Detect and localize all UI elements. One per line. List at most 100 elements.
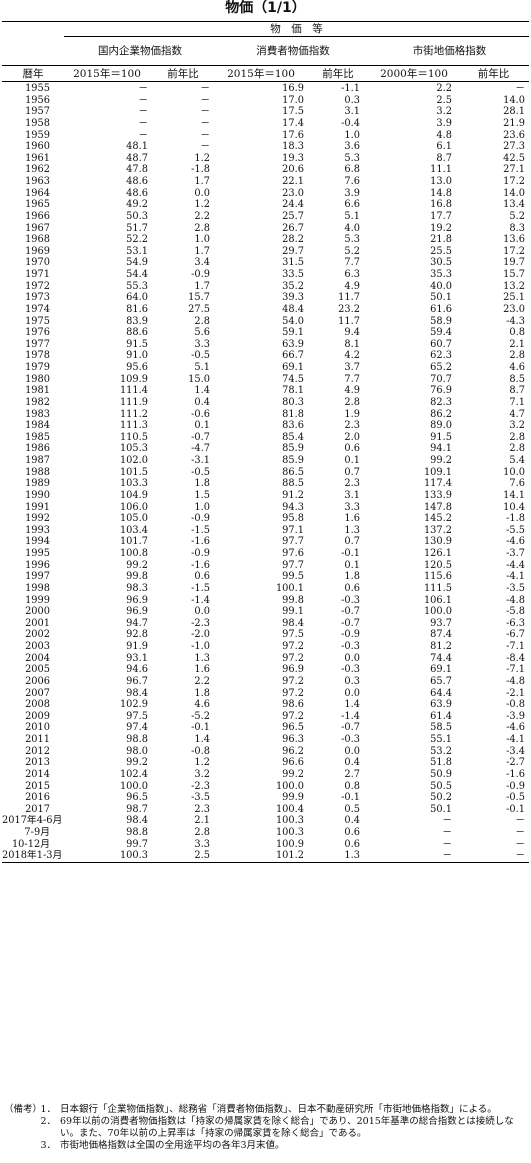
land-yoy-cell: -4.8 [506,594,525,606]
wpi-yoy-cell: -2.3 [191,780,210,792]
land-yoy-cell: -1.6 [506,768,525,780]
cpi-yoy-cell: 8.1 [344,338,360,350]
table-row: 1968 52.2 1.0 28.2 5.3 21.8 13.6 [2,234,529,246]
wpi-yoy-cell: 1.5 [194,489,210,501]
table-row: 1974 81.6 27.5 48.4 23.2 61.6 23.0 [2,304,529,316]
table-row: 1979 95.6 5.1 69.1 3.7 65.2 4.6 [2,362,529,374]
land-index-cell: 8.7 [436,152,452,164]
cpi-index-cell: 100.3 [275,827,304,838]
land-index-cell: 17.7 [430,210,452,222]
land-yoy-cell: -5.8 [506,606,525,618]
year-cell: 1982 [25,396,50,408]
header-group: 物 価 等 [64,21,529,37]
wpi-index-cell: 51.7 [126,222,148,234]
year-cell: 1967 [25,222,50,234]
wpi-index-cell: 104.9 [119,489,148,501]
cpi-yoy-cell: 5.3 [344,152,360,164]
wpi-yoy-cell: -1.6 [191,559,210,571]
land-index-cell: 59.4 [430,327,452,339]
year-cell: 1963 [25,176,50,187]
wpi-index-cell: 111.4 [119,385,148,397]
wpi-yoy-cell: -0.8 [191,745,210,757]
cpi-yoy-cell: -0.1 [341,792,360,804]
cpi-yoy-cell: 0.3 [344,675,360,687]
year-cell: 1974 [25,303,50,315]
land-yoy-cell: 23.6 [503,129,525,141]
year-cell: 1959 [25,129,50,141]
wpi-index-cell: 102.0 [119,455,148,466]
table-row: 1957 － － 17.5 3.1 3.2 28.1 [2,106,529,118]
year-cell: 1986 [25,443,50,455]
wpi-yoy-cell: 1.7 [194,245,210,257]
wpi-yoy-cell: 0.0 [194,187,210,199]
table-row: 1992 105.0 -0.9 95.8 1.6 145.2 -1.8 [2,513,529,525]
cpi-index-cell: 24.4 [282,199,304,211]
wpi-index-cell: 98.4 [126,687,148,699]
cpi-yoy-cell: 0.3 [344,94,360,106]
wpi-yoy-cell: － [200,94,210,106]
year-cell: 1976 [25,327,50,339]
cpi-index-cell: 18.3 [282,141,304,153]
wpi-yoy-cell: -0.1 [191,722,210,734]
cpi-index-cell: 80.3 [282,396,304,408]
header-year: 暦年 [2,65,64,82]
table-row: 1982 111.9 0.4 80.3 2.8 82.3 7.1 [2,397,529,409]
table-row: 2005 94.6 1.6 96.9 -0.3 69.1 -7.1 [2,664,529,676]
year-cell: 2007 [25,687,50,699]
wpi-index-cell: 100.8 [119,548,148,559]
land-yoy-cell: 27.1 [503,164,525,176]
land-yoy-cell: 0.8 [509,327,525,339]
land-index-cell: 137.2 [423,524,452,536]
land-index-cell: 11.1 [430,164,452,176]
wpi-index-cell: 97.4 [126,722,148,734]
table-row: 1976 88.6 5.6 59.1 9.4 59.4 0.8 [2,327,529,339]
land-yoy-cell: 4.6 [509,362,525,373]
land-index-cell: 30.5 [430,257,452,269]
land-index-cell: 91.5 [430,431,452,443]
land-yoy-cell: 23.0 [503,303,525,315]
land-yoy-cell: -3.4 [506,745,525,757]
note-row-2: 2． 69年以前の消費者物価指数は「持家の帰属家賃を除く総合」であり、2015年… [4,1116,529,1140]
year-cell: 1979 [25,362,50,373]
wpi-index-cell: 96.5 [126,792,148,804]
land-index-cell: 145.2 [423,513,452,525]
table-row: 1975 83.9 2.8 54.0 11.7 58.9 -4.3 [2,316,529,328]
land-yoy-cell: 8.7 [509,385,525,397]
land-yoy-cell: 7.1 [509,396,525,408]
wpi-yoy-cell: 1.7 [194,176,210,187]
wpi-yoy-cell: － [200,83,210,94]
wpi-yoy-cell: 15.0 [188,373,210,385]
cpi-index-cell: 16.9 [282,83,304,94]
land-yoy-cell: -4.6 [506,722,525,734]
land-yoy-cell: 2.8 [509,431,525,443]
year-cell: 2016 [25,792,50,804]
wpi-index-cell: 105.0 [119,513,148,525]
cpi-yoy-cell: 0.0 [344,652,360,664]
cpi-yoy-cell: 0.6 [344,838,360,850]
land-yoy-cell: -3.5 [506,582,525,594]
wpi-yoy-cell: 2.2 [194,210,210,222]
wpi-index-cell: － [138,94,148,106]
cpi-index-cell: 100.9 [275,838,304,850]
wpi-index-cell: 83.9 [126,315,148,327]
table-row: 1980 109.9 15.0 74.5 7.7 70.7 8.5 [2,374,529,386]
land-index-cell: 53.2 [430,745,452,757]
table-row: 1989 103.3 1.8 88.5 2.3 117.4 7.6 [2,478,529,490]
land-index-cell: 16.8 [430,199,452,211]
wpi-index-cell: 54.9 [126,257,148,269]
cpi-yoy-cell: 6.3 [344,269,360,280]
cpi-index-cell: 17.0 [282,94,304,106]
land-index-cell: 94.1 [430,443,452,455]
wpi-index-cell: 64.0 [126,292,148,304]
note-text: 市街地価格指数は全国の全用途平均の各年3月末値。 [60,1140,285,1151]
cpi-yoy-cell: 5.1 [344,210,360,222]
year-cell: 1977 [25,338,50,350]
cpi-yoy-cell: 3.9 [344,187,360,199]
wpi-yoy-cell: 3.4 [194,257,210,269]
land-index-cell: 100.0 [423,606,452,618]
note-number: 2． [40,1116,56,1127]
year-cell: 1955 [25,83,50,94]
wpi-index-cell: 96.7 [126,675,148,687]
cpi-index-cell: 96.9 [282,664,304,676]
wpi-yoy-cell: -0.7 [191,431,210,443]
